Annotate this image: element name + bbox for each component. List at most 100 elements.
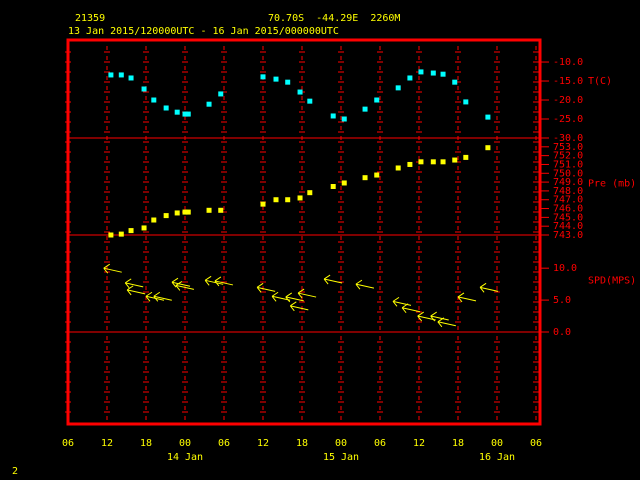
x-date-label: 16 Jan bbox=[479, 452, 515, 463]
data-point bbox=[206, 101, 212, 107]
data-point bbox=[362, 175, 368, 181]
data-point bbox=[273, 76, 279, 82]
wind-arrow bbox=[271, 291, 291, 302]
data-point bbox=[151, 97, 157, 103]
y-tick-label: -15.0 bbox=[553, 76, 583, 87]
data-point bbox=[218, 207, 224, 213]
x-tick-label: 18 bbox=[452, 438, 464, 449]
data-point bbox=[407, 161, 413, 167]
data-point bbox=[297, 89, 303, 95]
data-point bbox=[297, 195, 303, 201]
data-point bbox=[118, 72, 124, 78]
x-tick-label: 06 bbox=[530, 438, 542, 449]
y-tick-label: 743.0 bbox=[553, 230, 583, 241]
data-point bbox=[463, 99, 469, 105]
period: 13 Jan 2015/120000UTC - 16 Jan 2015/0000… bbox=[68, 26, 339, 37]
y-axis-label: T(C) bbox=[588, 76, 612, 87]
data-point bbox=[307, 98, 313, 104]
station-id: 21359 bbox=[75, 13, 105, 24]
data-point bbox=[182, 111, 188, 117]
data-point bbox=[174, 210, 180, 216]
data-point bbox=[452, 157, 458, 163]
data-point bbox=[174, 109, 180, 115]
y-tick-label: -10.0 bbox=[553, 57, 583, 68]
data-point bbox=[206, 207, 212, 213]
x-tick-label: 12 bbox=[101, 438, 113, 449]
data-point bbox=[395, 85, 401, 91]
y-axis-label: SPD(MPS) bbox=[588, 276, 636, 287]
data-point bbox=[260, 201, 266, 207]
y-tick-label: 748.0 bbox=[553, 186, 583, 197]
x-tick-label: 06 bbox=[374, 438, 386, 449]
wind-arrow bbox=[457, 292, 477, 303]
y-axis-label: Pre (mb) bbox=[588, 179, 636, 190]
data-point bbox=[185, 209, 191, 215]
x-tick-label: 06 bbox=[218, 438, 230, 449]
x-tick-label: 00 bbox=[179, 438, 191, 449]
wind-arrow bbox=[204, 275, 224, 286]
data-point bbox=[141, 225, 147, 231]
data-point bbox=[463, 154, 469, 160]
frame bbox=[66, 38, 542, 426]
data-point bbox=[118, 231, 124, 237]
y-tick-label: 745.0 bbox=[553, 212, 583, 223]
data-point bbox=[395, 165, 401, 171]
data-point bbox=[285, 79, 291, 85]
wind-arrow bbox=[175, 280, 195, 291]
data-point bbox=[341, 180, 347, 186]
wind-arrow bbox=[289, 301, 309, 312]
wind-arrow bbox=[392, 296, 412, 307]
wind-arrow bbox=[153, 291, 172, 302]
y-tick-label: -30.0 bbox=[553, 133, 583, 144]
wind-arrow bbox=[323, 274, 343, 285]
x-date-label: 15 Jan bbox=[323, 452, 359, 463]
data-point bbox=[374, 172, 380, 178]
data-point bbox=[374, 97, 380, 103]
data-point bbox=[128, 228, 134, 234]
data-point bbox=[452, 79, 458, 85]
data-point bbox=[485, 145, 491, 151]
data-point bbox=[330, 184, 336, 189]
y-tick-label: 746.0 bbox=[553, 204, 583, 215]
wind-arrow bbox=[285, 292, 304, 303]
x-tick-label: 12 bbox=[257, 438, 269, 449]
wind-arrow bbox=[124, 278, 144, 289]
data-point bbox=[440, 159, 446, 165]
wind-arrow bbox=[417, 311, 436, 322]
wind-arrow bbox=[297, 288, 317, 299]
data-point bbox=[218, 91, 224, 97]
wind-arrow bbox=[214, 276, 234, 287]
wind-arrow bbox=[103, 263, 122, 274]
data-point bbox=[430, 159, 436, 165]
y-tick-label: -25.0 bbox=[553, 114, 583, 125]
data-point bbox=[128, 75, 134, 81]
x-tick-label: 18 bbox=[140, 438, 152, 449]
x-tick-label: 00 bbox=[491, 438, 503, 449]
wind-arrow bbox=[355, 279, 375, 290]
y-tick-label: 751.0 bbox=[553, 159, 583, 170]
data-point bbox=[108, 72, 114, 78]
y-tick-label: 750.0 bbox=[553, 168, 583, 179]
x-tick-label: 12 bbox=[413, 438, 425, 449]
data-point bbox=[151, 217, 157, 223]
data-point bbox=[341, 116, 347, 122]
wind-arrow bbox=[430, 311, 449, 322]
data-point bbox=[307, 190, 313, 196]
data-point bbox=[182, 209, 188, 215]
y-tick-label: 5.0 bbox=[553, 295, 571, 306]
data-point bbox=[440, 71, 446, 77]
page-number: 2 bbox=[12, 466, 18, 477]
y-tick-label: 747.0 bbox=[553, 195, 583, 206]
data-point bbox=[185, 111, 191, 117]
data-point bbox=[163, 105, 169, 111]
data-point bbox=[108, 232, 114, 238]
y-tick-label: 749.0 bbox=[553, 177, 583, 188]
data-point bbox=[430, 70, 436, 76]
wind-arrow bbox=[256, 282, 276, 293]
data-point bbox=[141, 86, 147, 92]
y-tick-label: 753.0 bbox=[553, 142, 583, 153]
data-point bbox=[273, 197, 279, 203]
station-location: 70.70S -44.29E 2260M bbox=[268, 13, 400, 24]
